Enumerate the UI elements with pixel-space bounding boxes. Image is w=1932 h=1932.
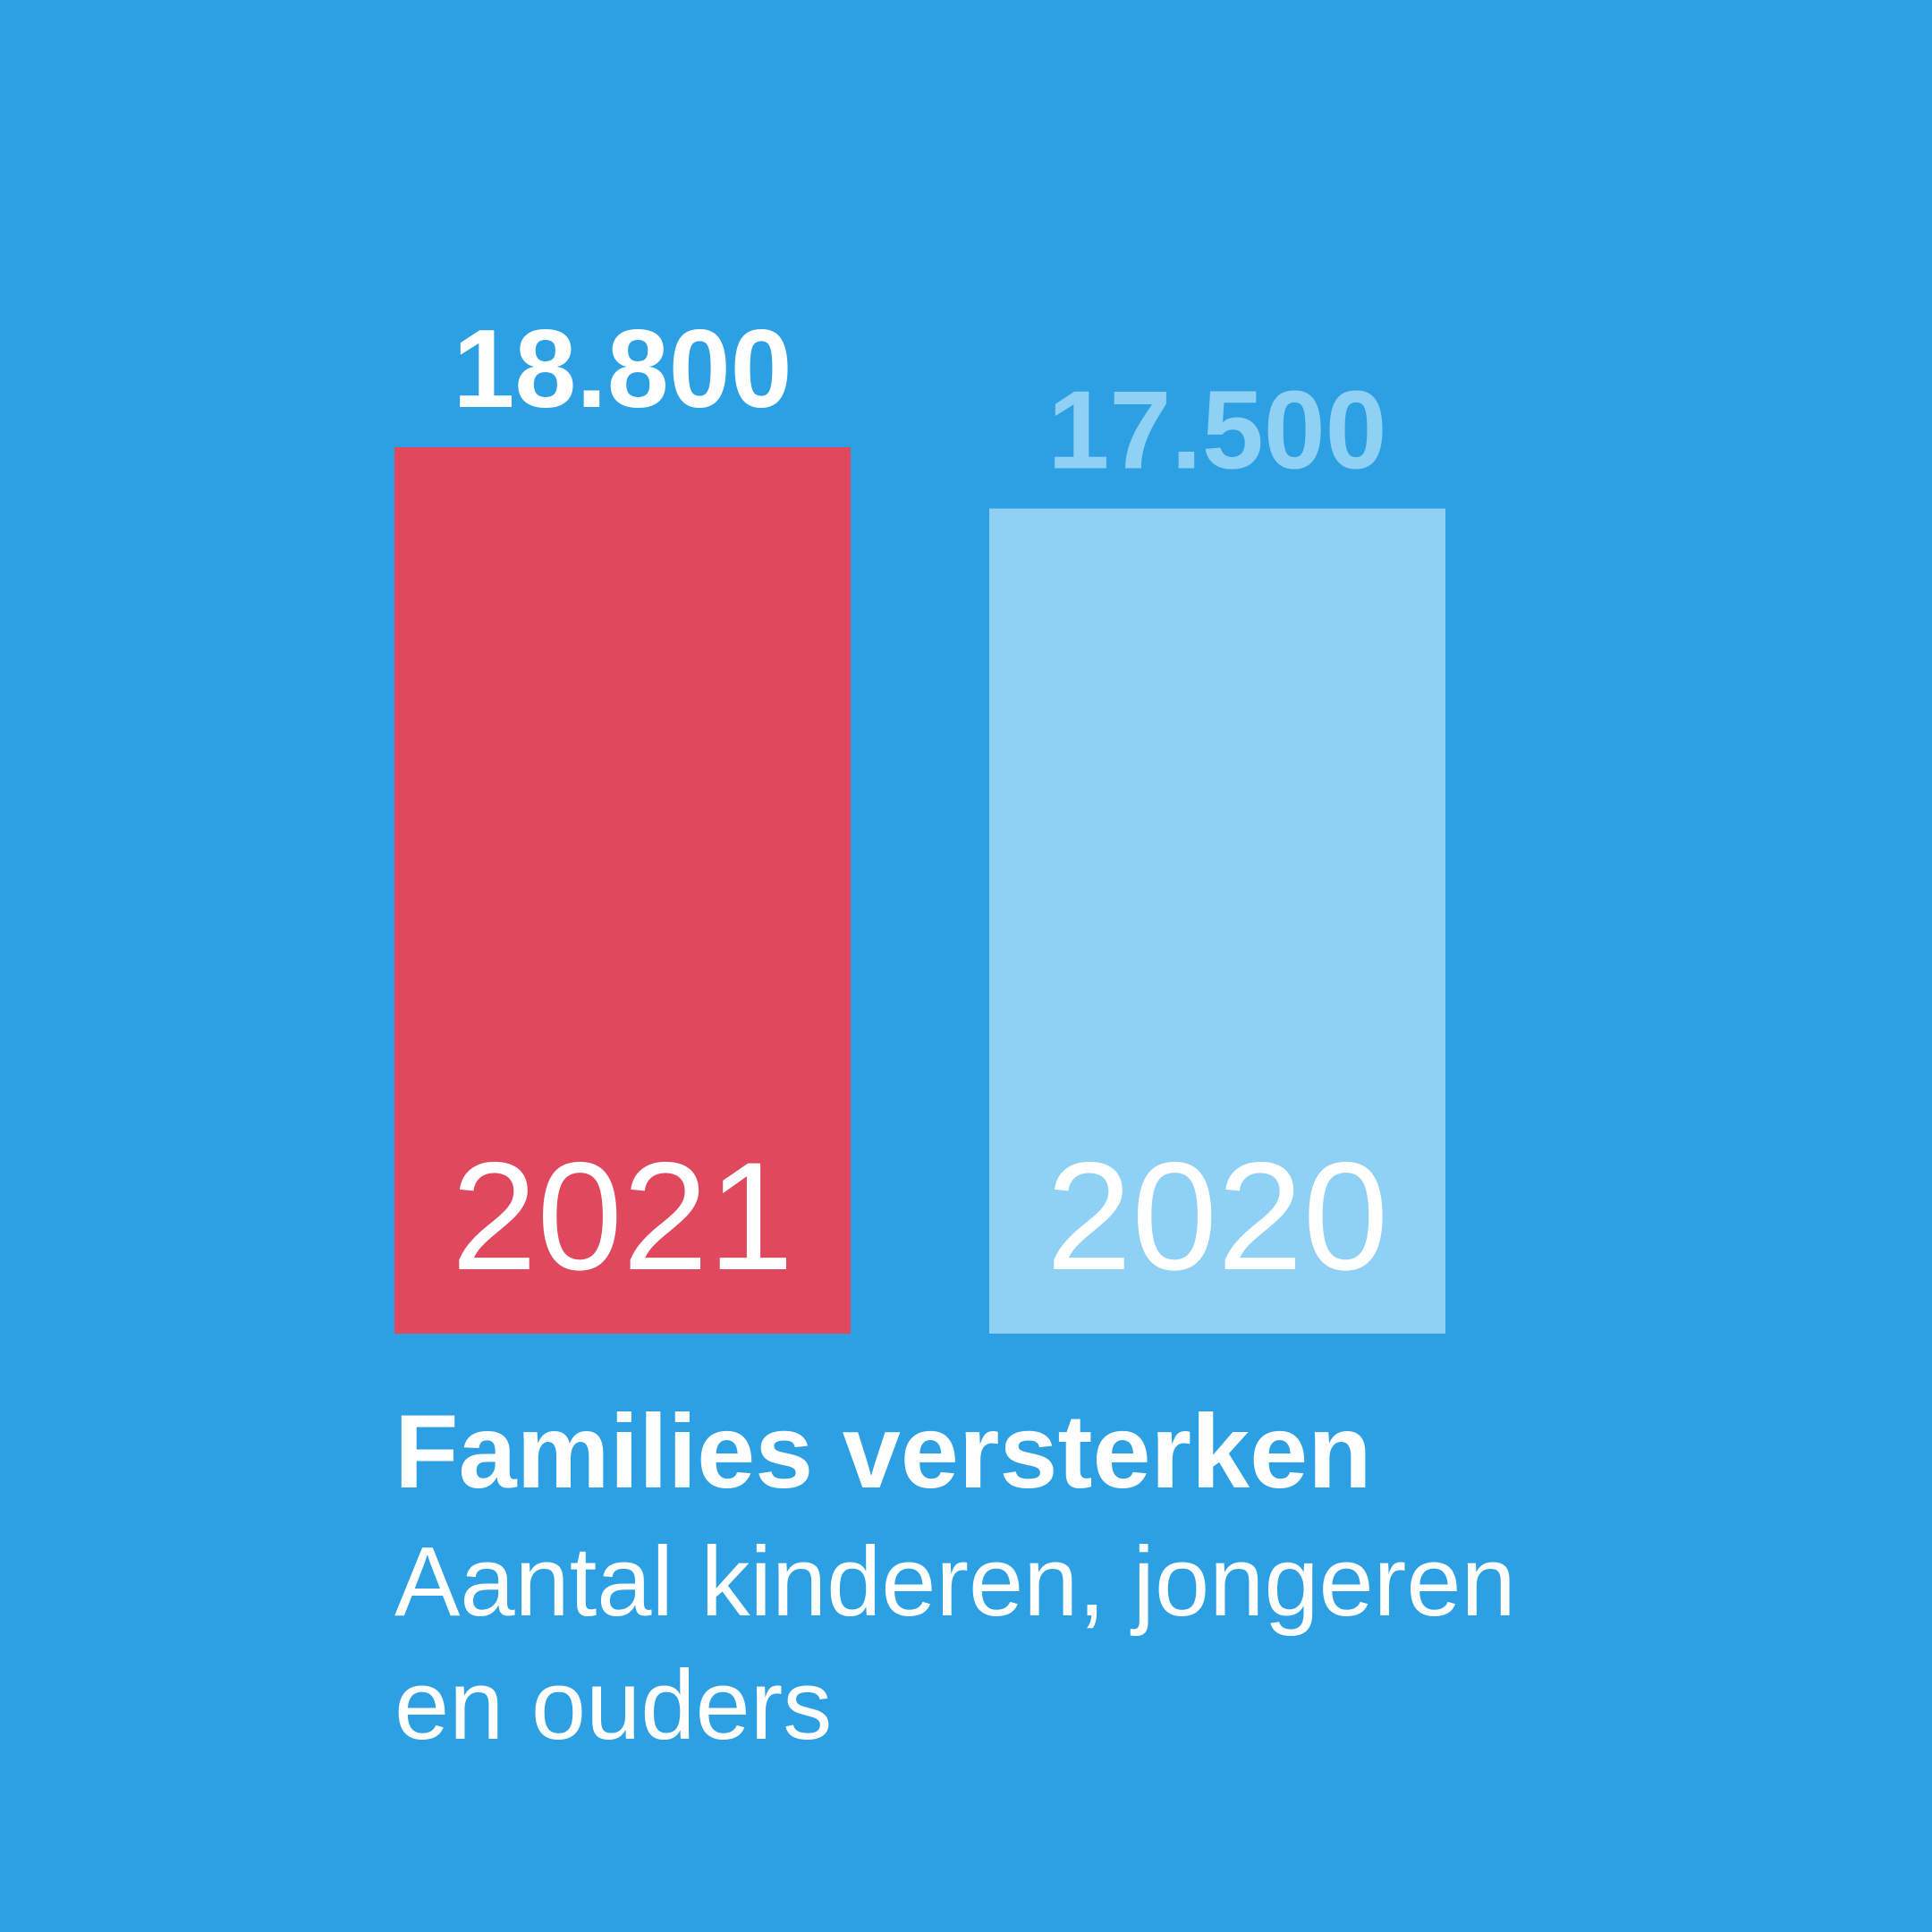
value-label: 17.500 xyxy=(1047,369,1386,493)
chart-title: Families versterken xyxy=(394,1393,1372,1510)
chart-subtitle: Aantal kinderen, jongeren en ouders xyxy=(394,1527,1516,1760)
bar xyxy=(989,508,1445,1334)
bar xyxy=(394,447,851,1334)
category-label: 2020 xyxy=(1046,1131,1389,1302)
category-label: 2021 xyxy=(452,1131,794,1302)
value-label: 18.800 xyxy=(453,308,792,431)
